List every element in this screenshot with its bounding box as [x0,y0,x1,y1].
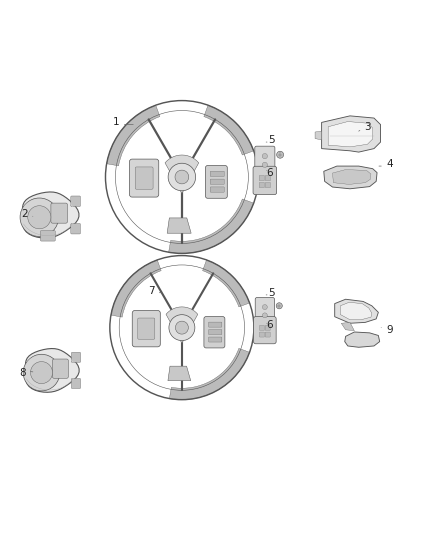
FancyBboxPatch shape [205,166,227,198]
Polygon shape [165,155,199,193]
FancyBboxPatch shape [208,329,222,335]
FancyBboxPatch shape [135,167,153,189]
Polygon shape [328,122,373,147]
Text: 8: 8 [19,368,26,378]
Text: 6: 6 [266,320,272,330]
Text: 5: 5 [268,135,275,145]
FancyBboxPatch shape [265,175,271,181]
Circle shape [175,170,189,184]
Wedge shape [111,260,161,317]
Text: 2: 2 [21,209,28,219]
FancyBboxPatch shape [71,352,81,362]
Text: 9: 9 [386,325,392,335]
Circle shape [277,151,284,158]
Circle shape [276,303,283,309]
FancyBboxPatch shape [208,337,222,342]
FancyBboxPatch shape [210,179,224,184]
FancyBboxPatch shape [259,332,265,337]
FancyBboxPatch shape [259,325,265,330]
Text: 3: 3 [364,122,371,132]
Circle shape [28,206,51,229]
Wedge shape [203,260,250,307]
Circle shape [20,198,59,237]
Polygon shape [22,192,79,238]
Polygon shape [332,169,371,184]
FancyBboxPatch shape [255,297,275,321]
Polygon shape [321,116,381,152]
Text: 6: 6 [266,168,272,177]
FancyBboxPatch shape [208,322,222,327]
Circle shape [262,313,267,318]
Circle shape [31,361,53,384]
FancyBboxPatch shape [265,182,271,188]
Polygon shape [335,299,378,323]
FancyBboxPatch shape [53,359,68,378]
FancyBboxPatch shape [71,196,81,206]
FancyBboxPatch shape [132,311,160,347]
Wedge shape [106,105,160,166]
FancyBboxPatch shape [254,317,276,344]
FancyBboxPatch shape [138,318,155,340]
FancyBboxPatch shape [71,378,81,389]
Circle shape [262,162,268,167]
Polygon shape [166,307,198,343]
Text: 1: 1 [113,117,120,127]
Circle shape [262,304,267,310]
Wedge shape [170,349,250,400]
Text: 7: 7 [148,286,155,295]
Circle shape [168,163,196,191]
FancyBboxPatch shape [130,159,159,197]
Polygon shape [345,332,380,348]
Polygon shape [25,349,79,392]
FancyBboxPatch shape [210,187,224,192]
FancyBboxPatch shape [259,182,265,188]
Circle shape [23,354,60,391]
FancyBboxPatch shape [253,166,277,195]
FancyBboxPatch shape [71,223,81,234]
Wedge shape [204,105,254,155]
FancyBboxPatch shape [255,146,275,171]
FancyBboxPatch shape [265,332,270,337]
FancyBboxPatch shape [51,203,67,223]
Polygon shape [167,218,191,233]
Polygon shape [324,166,377,189]
Text: 4: 4 [386,159,392,169]
FancyBboxPatch shape [259,175,265,181]
FancyBboxPatch shape [40,231,55,241]
FancyBboxPatch shape [204,317,225,348]
Circle shape [169,314,195,341]
Polygon shape [341,322,354,330]
Text: 5: 5 [268,288,275,298]
FancyBboxPatch shape [210,171,224,176]
Wedge shape [169,199,254,253]
Polygon shape [340,302,372,320]
Circle shape [262,154,268,159]
Circle shape [175,321,188,334]
Polygon shape [168,366,191,381]
Polygon shape [315,131,321,140]
FancyBboxPatch shape [265,325,270,330]
